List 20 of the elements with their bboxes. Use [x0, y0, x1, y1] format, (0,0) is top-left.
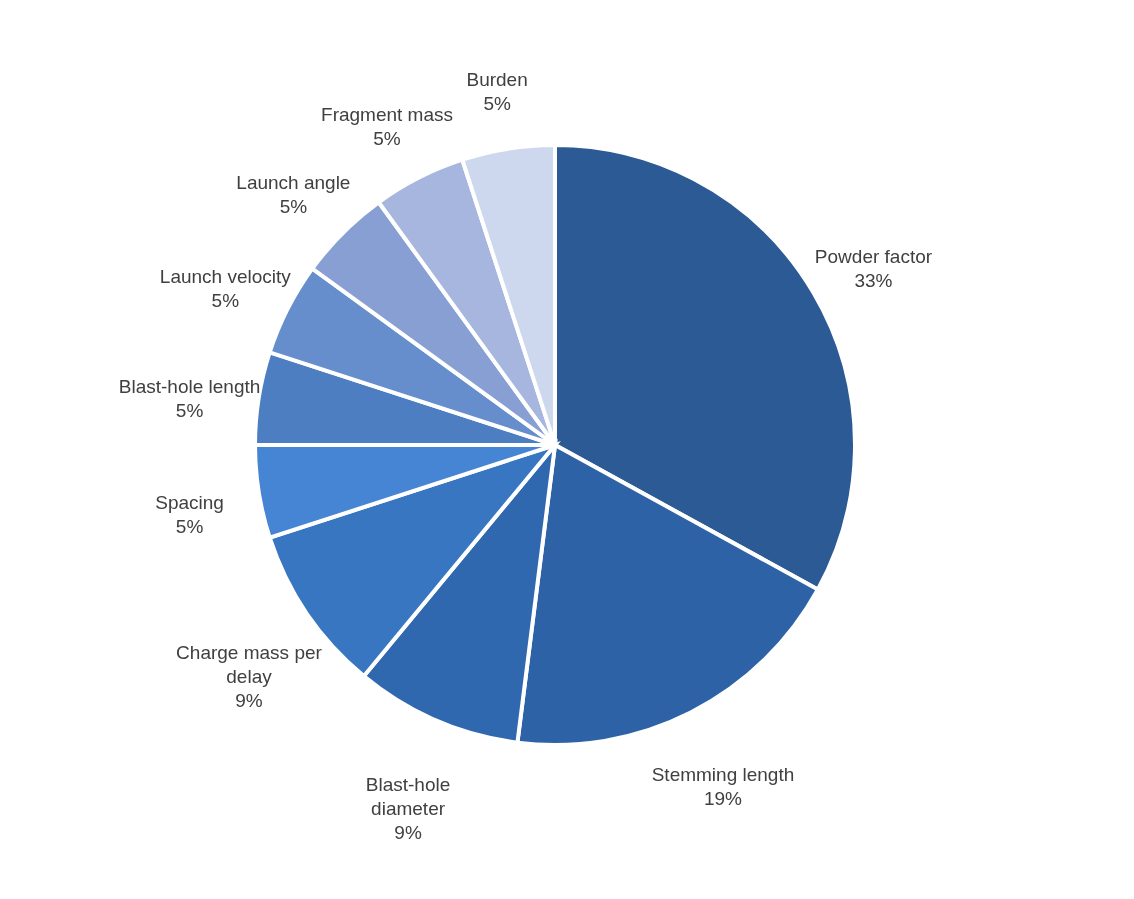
slice-label: Burden [466, 68, 528, 90]
data-label: 5% [483, 92, 511, 114]
slice-label: Spacing [155, 491, 224, 513]
slice-label: Blast-hole length [118, 376, 261, 398]
data-label: 9% [235, 689, 263, 711]
data-label: 5% [211, 290, 240, 312]
data-label: 19% [703, 787, 743, 809]
data-label: 33% [854, 269, 893, 291]
slice-label: Launch velocity [159, 266, 292, 288]
slice-label: Stemming length [651, 763, 795, 785]
slice-label: Blast-hole diameter [365, 773, 451, 819]
data-label: 9% [394, 821, 422, 843]
slice-label: Charge mass per delay [176, 641, 323, 687]
slice-label: Powder factor [814, 245, 933, 267]
data-label: 5% [175, 400, 204, 422]
data-label: 5% [373, 128, 401, 150]
slice-label: Fragment mass [321, 104, 454, 126]
slice-label: Launch angle [236, 172, 351, 194]
data-label: 5% [279, 196, 308, 218]
data-label: 5% [175, 515, 204, 537]
